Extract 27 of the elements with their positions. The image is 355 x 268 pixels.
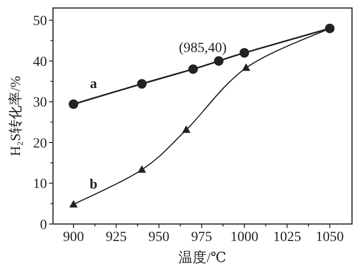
point xyxy=(240,48,250,58)
x-tick-label: 1000 xyxy=(230,230,258,245)
y-axis-title: H₂S转化率/% xyxy=(8,76,24,156)
y-tick-label: 20 xyxy=(33,136,47,152)
point xyxy=(68,99,78,109)
point xyxy=(242,63,250,71)
y-tick-label: 30 xyxy=(33,96,47,111)
point xyxy=(214,56,224,66)
point xyxy=(138,165,146,173)
y-tick-label: 10 xyxy=(33,177,47,192)
x-axis-title: 温度/℃ xyxy=(178,250,226,266)
y-tick-label: 40 xyxy=(33,54,47,70)
y-tick-label: 0 xyxy=(40,218,47,233)
x-tick-label: 925 xyxy=(106,230,127,245)
series-label: b xyxy=(90,177,98,192)
y-tick-label: 50 xyxy=(33,14,47,30)
annotation: (985,40) xyxy=(178,40,227,56)
x-tick-label: 950 xyxy=(148,230,170,245)
point xyxy=(188,64,198,74)
x-tick-label: 900 xyxy=(63,230,84,245)
point xyxy=(69,200,78,208)
x-tick-label: 1025 xyxy=(273,230,302,245)
series-label: a xyxy=(90,77,98,92)
point xyxy=(137,79,147,89)
point xyxy=(182,125,190,133)
x-tick-label: 1050 xyxy=(316,230,344,245)
x-tick-label: 975 xyxy=(191,230,212,245)
